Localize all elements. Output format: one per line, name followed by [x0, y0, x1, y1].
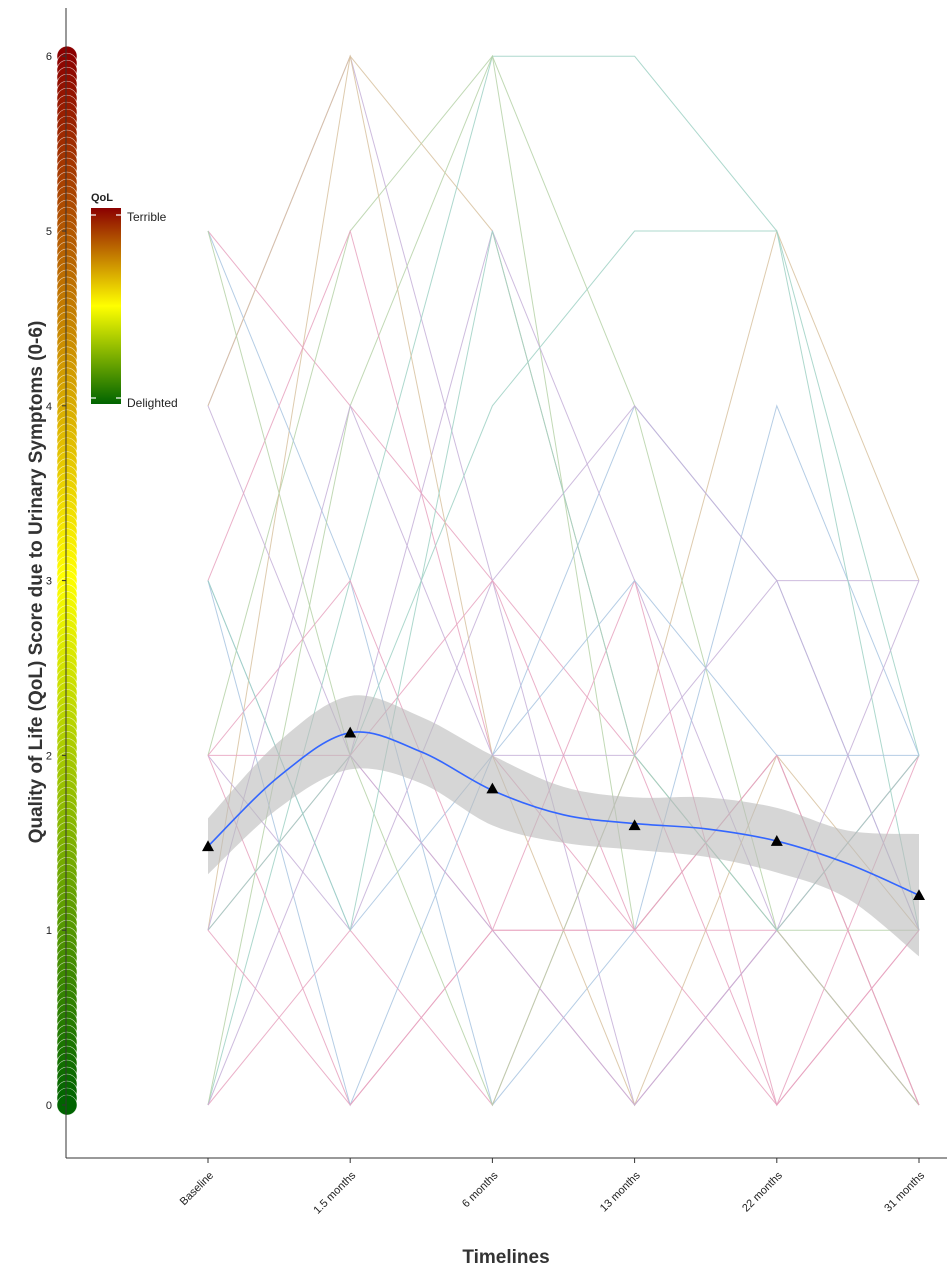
- y-tick-label: 2: [46, 750, 52, 762]
- mean-point-marker: [628, 819, 641, 831]
- y-tick-label: 5: [46, 226, 52, 238]
- trajectory-line: [207, 230, 920, 932]
- mean-point-marker: [770, 835, 783, 846]
- x-ticks: Baseline 1.5 months 6 months 13 months 22 mo…: [178, 1158, 927, 1217]
- mean-point-marker: [486, 782, 499, 794]
- legend: QoL Terrible Delighted: [91, 192, 178, 410]
- legend-colorbar: [91, 208, 121, 404]
- legend-label-delighted: Delighted: [127, 396, 178, 410]
- y-tick-label: 6: [46, 51, 52, 63]
- y-tick-label: 4: [46, 401, 52, 413]
- x-tick-label: 13 months: [598, 1169, 643, 1214]
- color-strip-dot: [56, 1094, 78, 1116]
- smooth-fit-line: [207, 731, 920, 896]
- patient-trajectories: [207, 54, 920, 1107]
- legend-title: QoL: [91, 192, 113, 204]
- x-tick-label: Baseline: [178, 1170, 216, 1208]
- legend-label-terrible: Terrible: [127, 210, 167, 224]
- confidence-band: [208, 695, 919, 957]
- y-tick-label: 0: [46, 1100, 52, 1112]
- y-tick-label: 3: [46, 576, 52, 588]
- trajectory-line: [207, 579, 919, 1107]
- x-tick-label: 22 months: [740, 1169, 785, 1214]
- trajectory-line: [207, 230, 920, 931]
- mean-point-marker: [344, 726, 357, 738]
- y-ticks: 0 1 2 3 4 5 6: [46, 51, 66, 1112]
- y-axis-color-strip: [56, 45, 78, 1116]
- mean-point-marker: [913, 889, 925, 901]
- x-tick-label: 31 months: [882, 1169, 927, 1214]
- x-tick-label: 1.5 months: [311, 1169, 358, 1216]
- x-axis-title: Timelines: [462, 1247, 549, 1268]
- x-tick-label: 6 months: [460, 1169, 501, 1210]
- mean-points: [202, 726, 925, 901]
- y-tick-label: 1: [46, 925, 52, 937]
- y-axis-title: Quality of Life (QoL) Score due to Urina…: [26, 321, 47, 844]
- trajectory-line: [207, 754, 920, 1106]
- mean-point-marker: [202, 840, 214, 852]
- trajectory-line: [207, 54, 919, 1106]
